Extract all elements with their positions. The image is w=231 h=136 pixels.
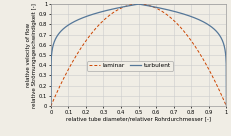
turbulent xyxy=(120,6,123,8)
Line: laminar: laminar xyxy=(51,4,226,106)
laminar xyxy=(120,7,123,9)
laminar xyxy=(186,35,189,37)
turbulent xyxy=(186,15,189,16)
laminar xyxy=(49,105,52,107)
turbulent xyxy=(137,3,140,5)
X-axis label: relative tube diameter/relativer Rohrdurchmesser [-]: relative tube diameter/relativer Rohrdur… xyxy=(66,117,211,122)
Line: turbulent: turbulent xyxy=(51,4,226,106)
turbulent xyxy=(127,5,130,7)
laminar xyxy=(170,18,173,19)
turbulent xyxy=(190,16,192,17)
laminar xyxy=(137,3,140,5)
turbulent xyxy=(67,24,70,26)
turbulent xyxy=(49,105,52,107)
laminar xyxy=(225,105,228,107)
Y-axis label: relative velocity of flow
relative Strömungsgeschwindigkeit [-]: relative velocity of flow relative Ström… xyxy=(26,3,37,108)
turbulent xyxy=(225,105,228,107)
turbulent xyxy=(170,10,173,12)
Legend: laminar, turbulent: laminar, turbulent xyxy=(87,61,173,71)
laminar xyxy=(127,5,130,6)
laminar xyxy=(190,40,192,41)
laminar xyxy=(67,68,70,69)
